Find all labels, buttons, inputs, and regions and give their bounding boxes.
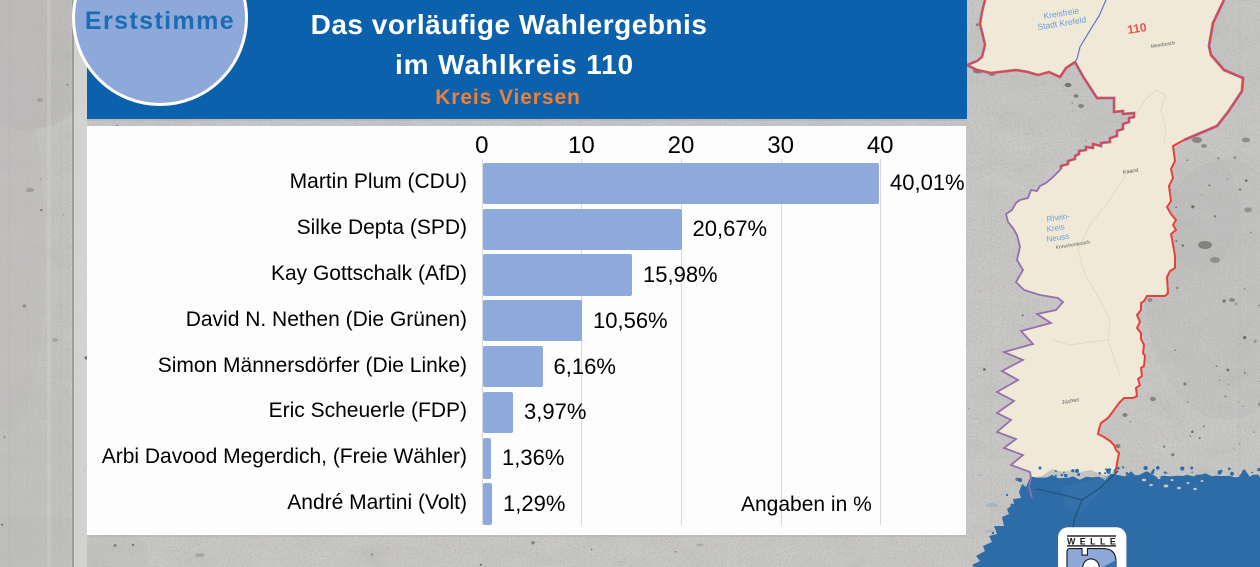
- svg-text:Meerbusch: Meerbusch: [1150, 40, 1176, 50]
- svg-text:Neuss: Neuss: [1046, 232, 1070, 244]
- svg-text:Korschenbroich: Korschenbroich: [1055, 240, 1090, 251]
- svg-text:Kaarst: Kaarst: [1122, 167, 1139, 175]
- svg-text:110: 110: [1126, 20, 1148, 37]
- svg-text:Jüchen: Jüchen: [1061, 397, 1079, 406]
- svg-text:WELLE: WELLE: [1067, 536, 1120, 546]
- svg-text:Rhein-: Rhein-: [1046, 211, 1071, 224]
- svg-text:Kreis: Kreis: [1046, 222, 1065, 234]
